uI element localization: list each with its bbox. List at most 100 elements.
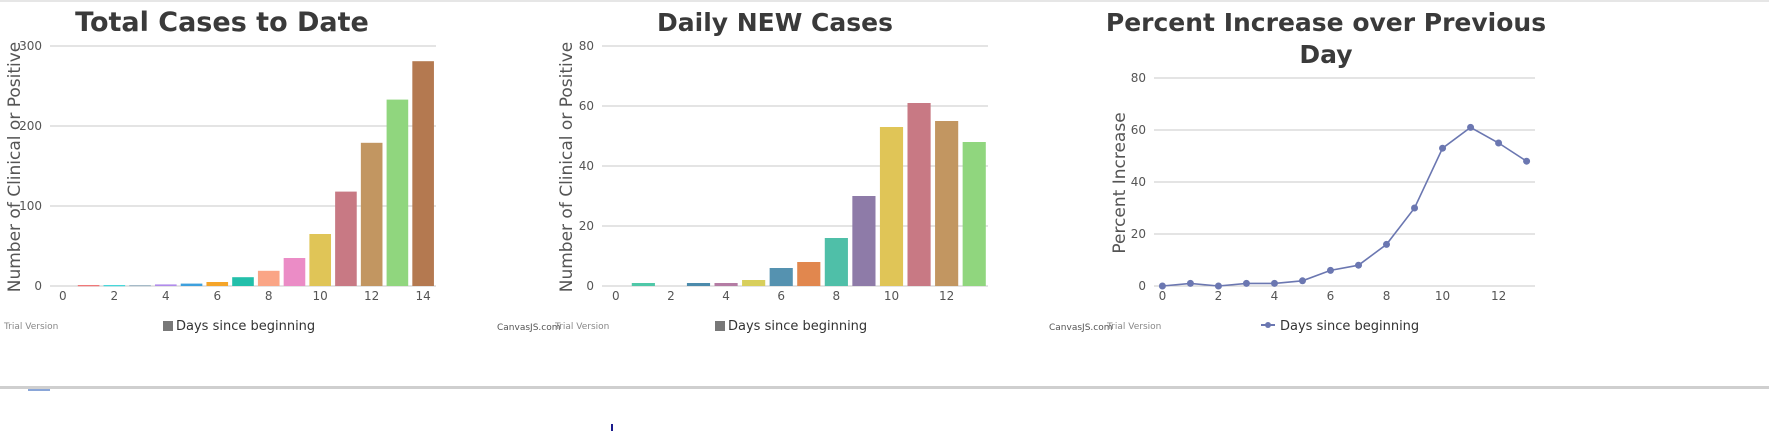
bar bbox=[206, 282, 229, 286]
line-series bbox=[1158, 123, 1531, 290]
y-axis-label: Number of Clinical or Positive bbox=[5, 42, 25, 293]
trial-version-credit: Trial Version bbox=[1106, 322, 1161, 332]
bar bbox=[180, 283, 203, 286]
y-tick-label: 0 bbox=[1138, 279, 1146, 293]
y-tick-label: 100 bbox=[19, 199, 42, 213]
canvasjs-credit[interactable]: CanvasJS.com bbox=[1049, 323, 1112, 333]
x-tick-label: 12 bbox=[1491, 289, 1506, 303]
bar bbox=[824, 238, 848, 286]
bar bbox=[907, 103, 931, 286]
partial-element-mark bbox=[28, 389, 50, 391]
bar bbox=[935, 121, 959, 286]
y-tick-label: 0 bbox=[34, 279, 42, 293]
total-cases-chart: Total Cases to Date Number of Clinical o… bbox=[3, 7, 436, 334]
x-tick-label: 2 bbox=[667, 289, 675, 303]
bar bbox=[631, 283, 655, 286]
legend-marker bbox=[163, 321, 173, 331]
y-tick-label: 200 bbox=[19, 119, 42, 133]
partial-element-mark bbox=[611, 424, 613, 431]
x-tick-label: 2 bbox=[111, 289, 119, 303]
x-tick-label: 4 bbox=[162, 289, 170, 303]
x-tick-label: 4 bbox=[722, 289, 730, 303]
x-tick-label: 10 bbox=[884, 289, 899, 303]
x-tick-label: 6 bbox=[213, 289, 221, 303]
y-tick-labels: 0 20 40 60 80 bbox=[579, 39, 594, 293]
legend[interactable]: Days since beginning bbox=[163, 319, 315, 334]
bar bbox=[412, 61, 434, 287]
data-point bbox=[1214, 282, 1222, 290]
bar bbox=[769, 268, 793, 286]
bar bbox=[797, 262, 821, 286]
grid-lines bbox=[1154, 77, 1535, 287]
bar bbox=[129, 285, 151, 287]
bar bbox=[77, 285, 100, 287]
x-tick-label: 2 bbox=[1215, 289, 1223, 303]
bar bbox=[742, 280, 766, 286]
data-point bbox=[1495, 139, 1503, 147]
y-tick-labels: 0 100 200 300 bbox=[19, 39, 42, 293]
x-tick-label: 6 bbox=[1327, 289, 1335, 303]
legend-label: Days since beginning bbox=[1280, 319, 1419, 334]
bar bbox=[714, 283, 738, 286]
daily-new-cases-chart-panel: Daily NEW Cases Number of Clinical or Po… bbox=[497, 2, 1104, 386]
data-point bbox=[1186, 279, 1194, 287]
legend-point-marker bbox=[1265, 322, 1271, 328]
x-tick-label: 4 bbox=[1271, 289, 1279, 303]
bar bbox=[386, 99, 409, 286]
bar bbox=[283, 258, 306, 286]
y-axis-label: Number of Clinical or Positive bbox=[557, 42, 577, 293]
x-tick-labels: 0 2 4 6 8 10 12 bbox=[1159, 289, 1507, 303]
data-point bbox=[1326, 266, 1334, 274]
percent-increase-chart: Percent Increase over Previous Day Percen… bbox=[1049, 8, 1546, 334]
data-point bbox=[1411, 204, 1419, 212]
y-tick-label: 80 bbox=[579, 39, 594, 53]
y-tick-label: 40 bbox=[1131, 175, 1146, 189]
x-tick-label: 0 bbox=[1159, 289, 1167, 303]
bar bbox=[686, 283, 711, 286]
bar bbox=[360, 142, 383, 286]
total-cases-chart-panel: Total Cases to Date Number of Clinical o… bbox=[0, 2, 552, 386]
x-tick-labels: 0 2 4 6 8 10 12 14 bbox=[59, 289, 431, 303]
trial-version-credit: Trial Version bbox=[3, 322, 58, 332]
bar-series bbox=[631, 103, 986, 286]
x-tick-label: 6 bbox=[777, 289, 785, 303]
chart-title: Percent Increase over Previous Day bbox=[1106, 8, 1546, 69]
data-point bbox=[1439, 144, 1447, 152]
data-point bbox=[1523, 157, 1531, 165]
bar bbox=[852, 196, 876, 286]
canvasjs-credit[interactable]: CanvasJS.com bbox=[497, 323, 560, 333]
bar bbox=[257, 270, 280, 286]
data-point bbox=[1355, 261, 1363, 269]
y-tick-label: 80 bbox=[1131, 71, 1146, 85]
y-axis-label: Percent Increase bbox=[1110, 112, 1130, 253]
x-tick-labels: 0 2 4 6 8 10 12 bbox=[612, 289, 954, 303]
bar bbox=[103, 285, 126, 287]
y-tick-label: 20 bbox=[579, 219, 594, 233]
x-tick-label: 10 bbox=[1435, 289, 1450, 303]
x-tick-label: 0 bbox=[612, 289, 620, 303]
y-tick-label: 20 bbox=[1131, 227, 1146, 241]
legend-label: Days since beginning bbox=[728, 319, 867, 334]
x-tick-label: 10 bbox=[313, 289, 328, 303]
x-tick-label: 8 bbox=[1383, 289, 1391, 303]
chart-title: Daily NEW Cases bbox=[657, 8, 893, 37]
bar bbox=[962, 142, 986, 286]
bar-series bbox=[77, 61, 434, 287]
y-tick-label: 40 bbox=[579, 159, 594, 173]
x-tick-label: 8 bbox=[833, 289, 841, 303]
legend-marker bbox=[715, 321, 725, 331]
y-tick-label: 0 bbox=[586, 279, 594, 293]
legend[interactable]: Days since beginning bbox=[1261, 319, 1419, 334]
y-tick-label: 60 bbox=[1131, 123, 1146, 137]
y-tick-label: 300 bbox=[19, 39, 42, 53]
daily-new-cases-chart: Daily NEW Cases Number of Clinical or Po… bbox=[497, 8, 988, 334]
legend[interactable]: Days since beginning bbox=[715, 319, 867, 334]
data-point bbox=[1298, 277, 1306, 285]
x-tick-label: 0 bbox=[59, 289, 67, 303]
y-tick-labels: 0 20 40 60 80 bbox=[1131, 71, 1146, 293]
x-tick-label: 8 bbox=[265, 289, 273, 303]
data-point bbox=[1383, 240, 1391, 248]
bar bbox=[154, 284, 177, 286]
data-point bbox=[1242, 279, 1250, 287]
y-tick-label: 60 bbox=[579, 99, 594, 113]
